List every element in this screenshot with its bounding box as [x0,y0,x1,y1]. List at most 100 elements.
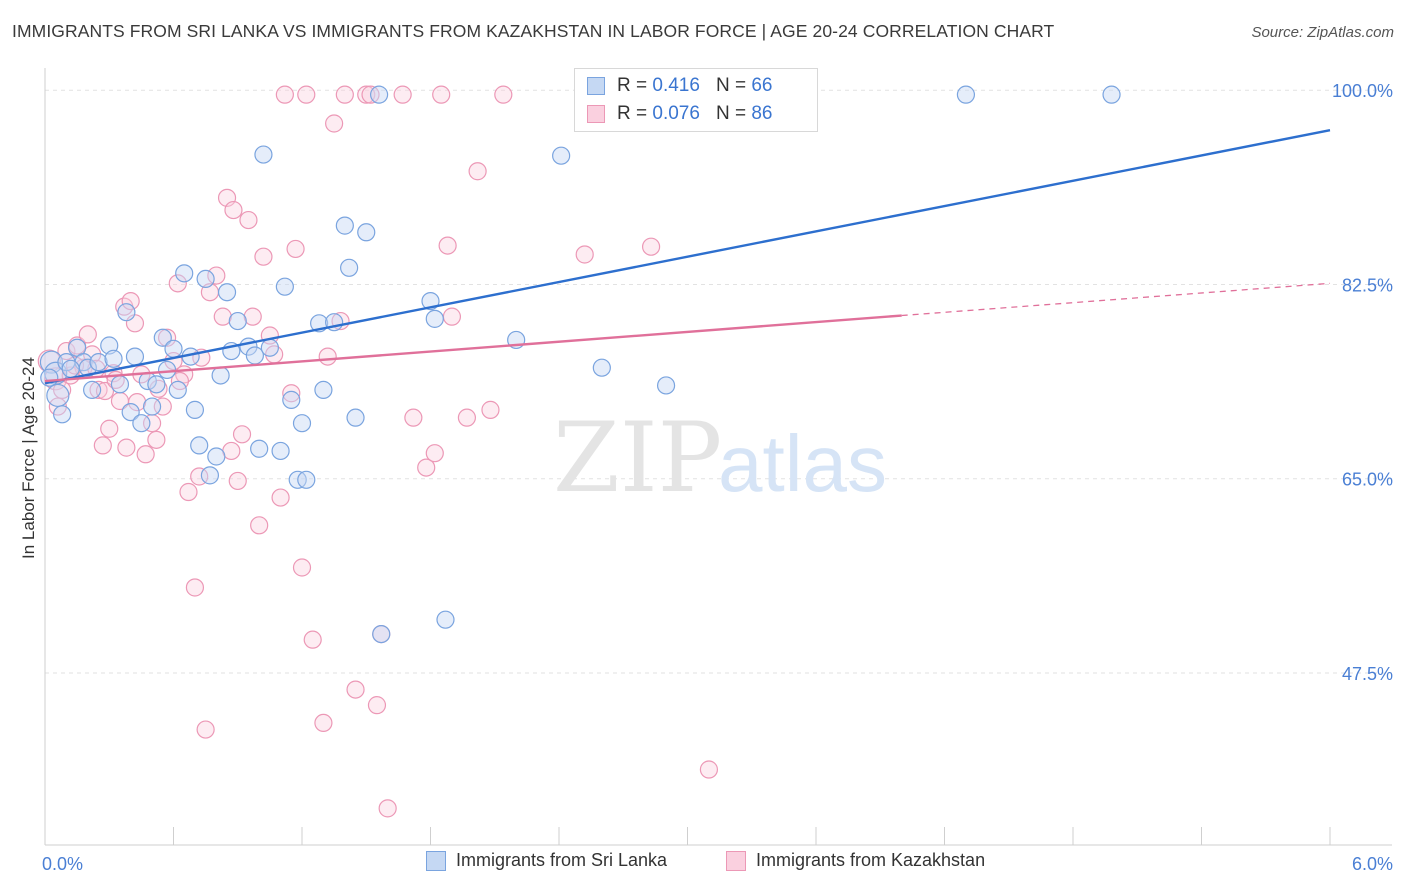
data-point [117,303,136,322]
legend-item-sri-lanka: Immigrants from Sri Lanka [426,850,667,871]
data-point [89,353,108,372]
data-point [147,430,166,449]
data-point [956,85,976,104]
data-point [297,85,316,104]
data-point [303,630,322,649]
data-point [196,269,215,288]
data-point [153,397,172,416]
chart-source: Source: ZipAtlas.com [1251,24,1394,41]
y-tick-label: 100.0% [1332,81,1393,101]
data-point [292,414,312,433]
data-point [53,405,72,424]
data-point [436,610,455,629]
data-point [325,114,344,133]
legend-item-label: Immigrants from Sri Lanka [456,850,668,870]
watermark-zip: ZIP [553,402,722,514]
data-point [83,380,102,399]
data-point [153,328,172,347]
trend-line [44,314,902,383]
data-point [370,85,389,104]
data-point [282,390,301,409]
data-point [157,360,177,380]
data-point [699,760,719,779]
data-point [481,400,500,419]
data-point [335,216,354,235]
data-point [432,85,451,104]
trend-line-dashed [901,282,1331,317]
watermark-atlas: atlas [718,419,887,508]
data-point [357,223,376,242]
data-point [228,471,247,491]
data-point [260,338,279,357]
data-point [207,447,226,466]
stats-legend: R = 0.416 N = 66 R = 0.076 N = 86 [574,68,818,132]
legend-swatch-blue [587,77,605,95]
legend-n-label: N = [715,103,747,124]
data-point [40,368,59,387]
data-point [232,425,252,444]
legend-n-value: 86 [751,103,773,124]
data-point [121,292,140,311]
series-legend: Immigrants from Sri Lanka Immigrants fro… [0,850,1406,878]
data-point [37,349,61,373]
data-point [228,311,247,331]
data-point [592,358,611,377]
data-point [275,85,294,104]
x-tick-label: 0.0% [42,854,83,874]
series-sri-lanka [39,85,1121,644]
data-point [417,458,436,477]
data-point [575,245,594,264]
data-point [346,680,365,699]
legend-n-value: 66 [751,75,773,96]
data-point [211,366,230,385]
data-point [224,200,243,220]
data-point [254,145,273,164]
data-point [245,346,264,365]
legend-r-value: 0.076 [652,103,700,124]
data-point [404,408,423,427]
data-point [179,482,198,502]
data-point [372,624,391,644]
data-point [93,436,112,455]
data-point [340,258,359,277]
data-point [142,397,162,416]
data-point [175,264,194,283]
data-point [243,307,262,326]
trend-lines [44,128,1331,385]
data-point [104,349,123,368]
data-point [168,380,187,399]
data-point [438,236,457,255]
data-point [378,799,397,818]
grid-lines [45,89,1392,674]
data-point [292,558,312,577]
legend-r-label: R = [617,75,648,96]
data-point [271,488,290,507]
data-point [318,347,337,366]
legend-item-label: Immigrants from Kazakhstan [756,850,986,870]
x-tick-label: 6.0% [1352,854,1393,874]
data-point [641,237,661,256]
data-point [217,283,237,302]
y-tick-label: 65.0% [1342,470,1393,490]
y-tick-label: 47.5% [1342,664,1393,684]
data-point [286,239,305,259]
legend-r-value: 0.416 [652,75,700,96]
data-point [425,309,444,328]
data-point [425,444,444,463]
data-point [61,359,80,378]
legend-swatch-pink [587,105,605,123]
y-axis-label: In Labor Force | Age 20-24 [19,357,38,559]
data-point [457,408,477,427]
data-point [442,307,462,326]
data-point [254,247,273,266]
data-point [250,516,269,535]
data-point [53,380,72,399]
data-point [100,419,119,438]
data-point [357,85,376,104]
data-point [170,371,190,391]
data-point [250,439,269,458]
data-point [95,381,115,401]
data-point [239,210,258,230]
legend-row-sri-lanka: R = 0.416 N = 66 [587,74,772,98]
